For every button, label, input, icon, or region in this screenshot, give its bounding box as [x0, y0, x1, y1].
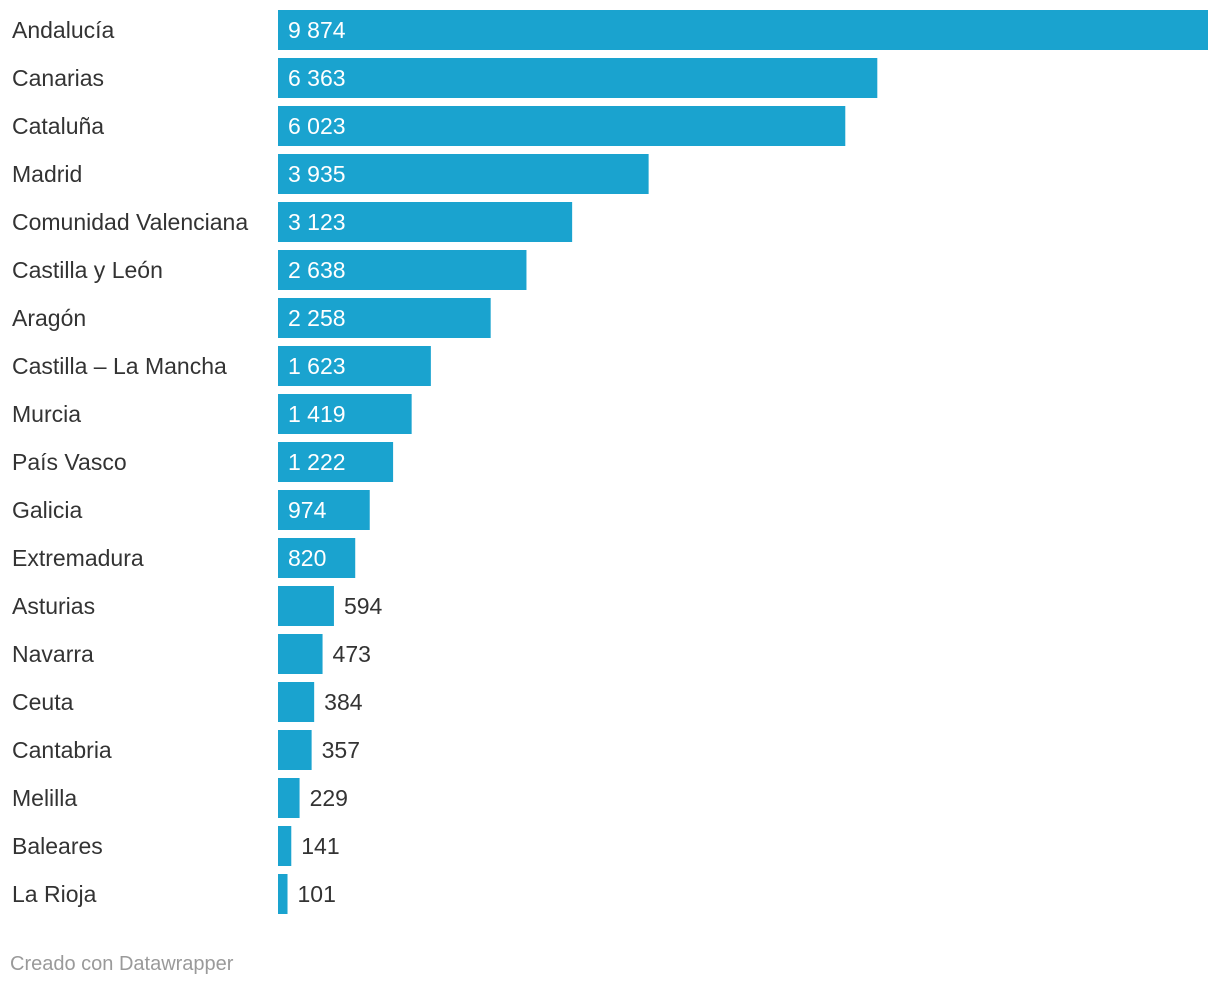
- value-label: 3 935: [288, 161, 346, 187]
- bar[interactable]: [278, 250, 527, 290]
- bar[interactable]: [278, 106, 846, 146]
- value-label: 1 419: [288, 401, 346, 427]
- value-label: 141: [301, 833, 339, 859]
- bar[interactable]: [278, 730, 312, 770]
- category-label: Castilla – La Mancha: [12, 353, 227, 379]
- datawrapper-credit[interactable]: Creado con Datawrapper: [10, 953, 234, 975]
- bar[interactable]: [278, 586, 334, 626]
- category-label: Murcia: [12, 401, 81, 427]
- bars: [278, 10, 1208, 914]
- bar[interactable]: [278, 154, 649, 194]
- category-label: Ceuta: [12, 689, 74, 715]
- value-labels: 9 874 6 363 6 023 3 935 3 123 2 638 2 258 1 623…: [288, 17, 383, 907]
- value-label: 2 638: [288, 257, 346, 283]
- value-label: 101: [298, 881, 336, 907]
- bar[interactable]: [278, 826, 292, 866]
- bar[interactable]: [278, 202, 573, 242]
- value-label: 1 222: [288, 449, 346, 475]
- bar[interactable]: [278, 874, 288, 914]
- bar[interactable]: [278, 298, 491, 338]
- category-label: Cataluña: [12, 113, 104, 139]
- category-label: Canarias: [12, 65, 104, 91]
- value-label: 1 623: [288, 353, 346, 379]
- category-label: Aragón: [12, 305, 86, 331]
- value-label: 384: [324, 689, 363, 715]
- category-label: Asturias: [12, 593, 95, 619]
- category-label: País Vasco: [12, 449, 127, 475]
- value-label: 6 363: [288, 65, 346, 91]
- value-label: 357: [322, 737, 360, 763]
- value-label: 974: [288, 497, 327, 523]
- category-labels: Andalucía Canarias Cataluña Madrid Comunidad…: [12, 17, 248, 907]
- bar[interactable]: [278, 346, 431, 386]
- category-label: Castilla y León: [12, 257, 163, 283]
- bar[interactable]: [278, 58, 878, 98]
- value-label: 9 874: [288, 17, 346, 43]
- category-label: Extremadura: [12, 545, 144, 571]
- category-label: Galicia: [12, 497, 83, 523]
- bar[interactable]: [278, 682, 315, 722]
- value-label: 594: [344, 593, 383, 619]
- category-label: Comunidad Valenciana: [12, 209, 248, 235]
- bar[interactable]: [278, 442, 394, 482]
- bar[interactable]: [278, 634, 323, 674]
- bar[interactable]: [278, 394, 412, 434]
- category-label: Madrid: [12, 161, 82, 187]
- category-label: Baleares: [12, 833, 103, 859]
- value-label: 2 258: [288, 305, 346, 331]
- value-label: 473: [333, 641, 371, 667]
- value-label: 6 023: [288, 113, 346, 139]
- value-label: 3 123: [288, 209, 346, 235]
- value-label: 820: [288, 545, 326, 571]
- bar[interactable]: [278, 778, 300, 818]
- category-label: La Rioja: [12, 881, 97, 907]
- bar[interactable]: [278, 538, 356, 578]
- category-label: Cantabria: [12, 737, 112, 763]
- category-label: Melilla: [12, 785, 77, 811]
- category-label: Navarra: [12, 641, 94, 667]
- category-label: Andalucía: [12, 17, 115, 43]
- bar[interactable]: [278, 490, 370, 530]
- bar[interactable]: [278, 10, 1208, 50]
- value-label: 229: [310, 785, 348, 811]
